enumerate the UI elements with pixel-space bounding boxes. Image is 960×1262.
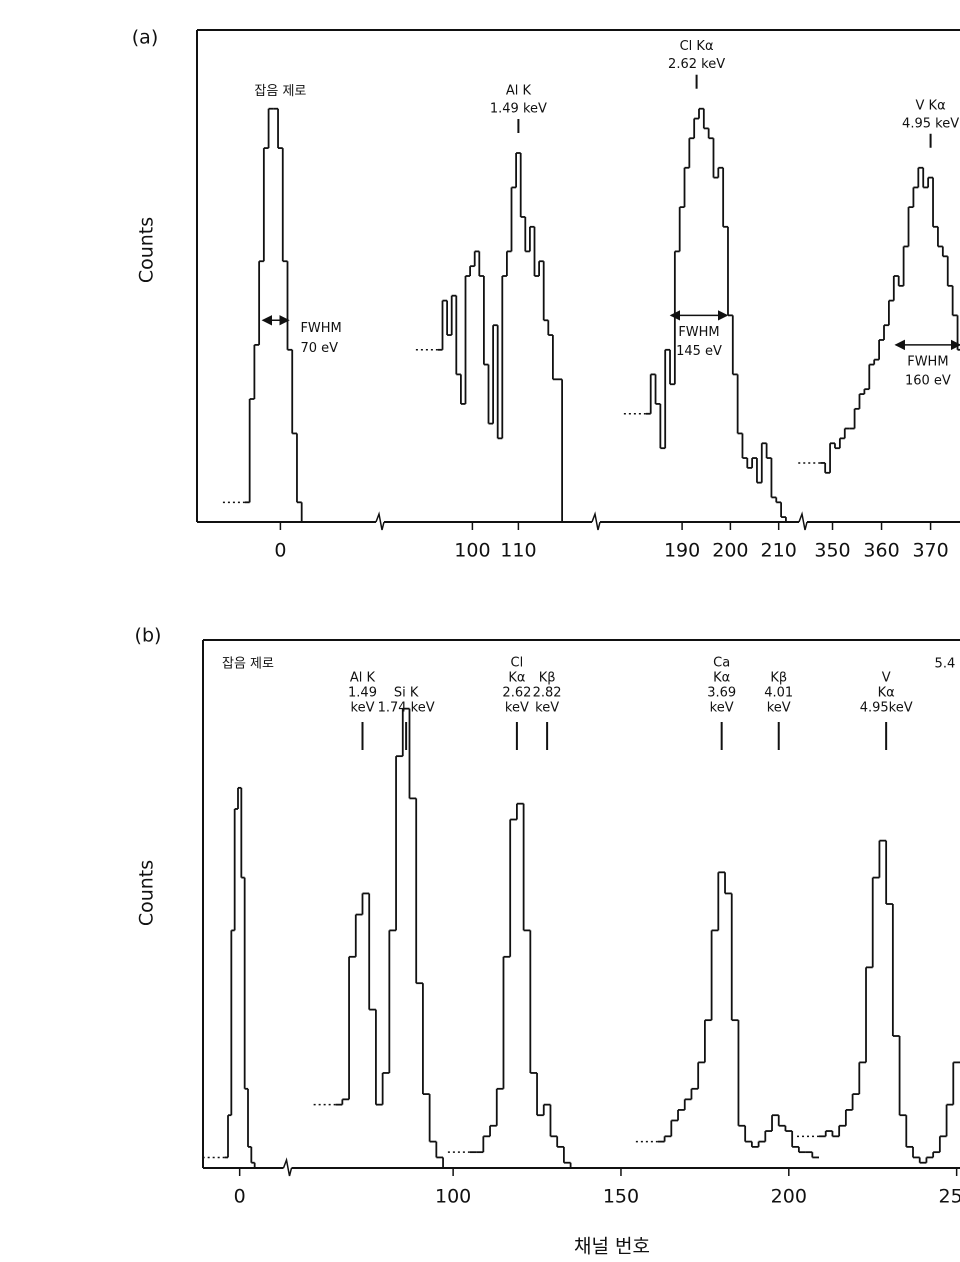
panel-label: (a) [132, 27, 158, 49]
peak-label: 잡음 제로 [222, 657, 274, 672]
x-tick-label: 360 [863, 540, 899, 562]
peak-label: 3.69 [707, 686, 736, 701]
peak-label: Cl [511, 656, 524, 671]
y-axis-label: Counts [136, 860, 158, 926]
peak-label: Kα [508, 671, 525, 686]
x-tick-label: 150 [603, 1186, 639, 1208]
peak-label: 4.95 keV [902, 116, 959, 131]
x-tick-label: 250 [939, 1186, 960, 1208]
fwhm-label: FWHM [907, 354, 948, 369]
peak-label: V [882, 671, 891, 686]
x-tick-label: 210 [761, 540, 797, 562]
x-tick-label: 100 [435, 1186, 471, 1208]
peak-label: 잡음 제로 [254, 84, 306, 99]
fwhm-label: FWHM [300, 321, 341, 336]
peak-label: keV [767, 701, 791, 716]
peak-label: 2.62 keV [668, 57, 725, 72]
peak-label: keV [351, 701, 375, 716]
peak-label: keV [535, 701, 559, 716]
x-tick-label: 0 [274, 540, 286, 562]
axis-break [375, 511, 385, 531]
x-axis-label: 채널 번호 [574, 1236, 650, 1258]
x-tick-label: 0 [234, 1186, 246, 1208]
peak-label: Ca [713, 656, 730, 671]
axis-break [798, 511, 808, 531]
fwhm-label: 160 eV [905, 373, 951, 388]
fwhm-label: FWHM [678, 325, 719, 340]
peak-label: 4.01 [764, 686, 793, 701]
peak-label: Kα [878, 686, 895, 701]
peak-label: Kα [713, 671, 730, 686]
x-tick-label: 100 [454, 540, 490, 562]
peak-label: Al K [506, 84, 532, 99]
peak-label: 1.49 keV [490, 102, 547, 117]
peak-label: 1.49 [348, 686, 377, 701]
y-axis-label: Counts [136, 217, 158, 283]
x-tick-label: 110 [500, 540, 536, 562]
peak-label: Kβ [770, 671, 787, 686]
x-tick-label: 190 [664, 540, 700, 562]
peak-label: 5.4 [935, 657, 956, 672]
panel-label: (b) [135, 625, 162, 647]
peak-label: Cl Kα [680, 39, 714, 54]
x-tick-label: 200 [771, 1186, 807, 1208]
fwhm-label: 70 eV [300, 341, 338, 356]
axis-break [591, 511, 601, 531]
peak-label: keV [710, 701, 734, 716]
peak-label: V Kα [916, 98, 946, 113]
x-tick-label: 370 [912, 540, 948, 562]
axis-break [282, 1157, 293, 1177]
peak-label: Si K [394, 686, 419, 701]
peak-label: 2.82 [533, 686, 562, 701]
peak-label: 4.95keV [860, 701, 913, 716]
fwhm-label: 145 eV [676, 344, 722, 359]
peak-label: keV [505, 701, 529, 716]
peak-label: 1.74 keV [378, 701, 435, 716]
peak-label: Kβ [539, 671, 556, 686]
peak-label: 2.62 [502, 686, 531, 701]
x-tick-label: 350 [814, 540, 850, 562]
peak-label: Al K [350, 671, 376, 686]
x-tick-label: 200 [712, 540, 748, 562]
